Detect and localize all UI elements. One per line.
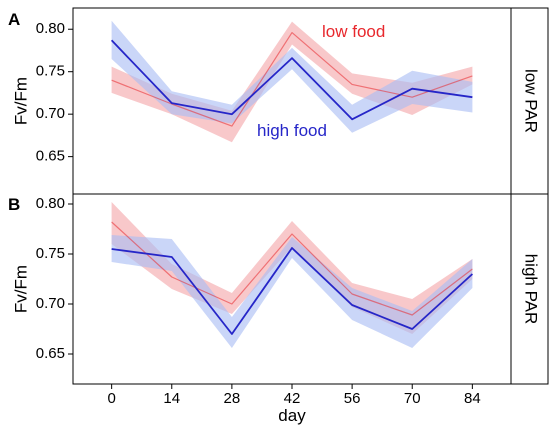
line-high-food-a bbox=[110, 39, 473, 121]
y-axis-ticks-b: 0.65 0.70 0.75 0.80 bbox=[36, 195, 73, 362]
y-tick-label: 0.65 bbox=[36, 148, 65, 165]
x-axis-ticks: 0 14 28 42 56 70 84 bbox=[107, 384, 481, 407]
panel-b: 0.65 0.70 0.75 0.80 0 14 28 42 56 70 84 B high PA… bbox=[8, 193, 549, 407]
bands-b bbox=[111, 202, 473, 348]
strip-label-a: low PAR bbox=[522, 69, 541, 133]
panel-label-a: A bbox=[8, 10, 20, 29]
y-axis-label-a: Fv/Fm bbox=[11, 77, 30, 125]
line-low-food-b bbox=[111, 221, 473, 316]
y-tick-label: 0.80 bbox=[36, 20, 65, 37]
legend-low-food: low food bbox=[322, 22, 385, 41]
x-axis-label: day bbox=[278, 406, 306, 425]
y-tick-label: 0.75 bbox=[36, 245, 65, 262]
legend-high-food: high food bbox=[257, 121, 327, 140]
lines-b bbox=[111, 221, 474, 335]
panel-label-b: B bbox=[8, 195, 20, 214]
x-tick-label: 70 bbox=[404, 390, 421, 407]
y-tick-label: 0.70 bbox=[36, 105, 65, 122]
y-axis-label-b: Fv/Fm bbox=[11, 265, 30, 313]
y-tick-label: 0.75 bbox=[36, 63, 65, 80]
y-axis-ticks-a: 0.65 0.70 0.75 0.80 bbox=[36, 20, 73, 165]
strip-box-b bbox=[510, 193, 549, 385]
line-high-food-b bbox=[111, 247, 474, 335]
x-tick-label: 84 bbox=[464, 390, 481, 407]
x-tick-label: 0 bbox=[107, 390, 115, 407]
x-tick-label: 28 bbox=[224, 390, 241, 407]
y-tick-label: 0.65 bbox=[36, 345, 65, 362]
x-tick-label: 14 bbox=[163, 390, 180, 407]
band-high-food-b bbox=[111, 235, 473, 348]
x-tick-label: 42 bbox=[284, 390, 301, 407]
y-tick-label: 0.80 bbox=[36, 195, 65, 212]
x-tick-label: 56 bbox=[344, 390, 361, 407]
strip-label-b: high PAR bbox=[522, 254, 541, 325]
lines-a bbox=[110, 31, 473, 127]
y-tick-label: 0.70 bbox=[36, 295, 65, 312]
panel-a: 0.65 0.70 0.75 0.80 A low PAR Fv/Fm low foo… bbox=[8, 7, 549, 195]
